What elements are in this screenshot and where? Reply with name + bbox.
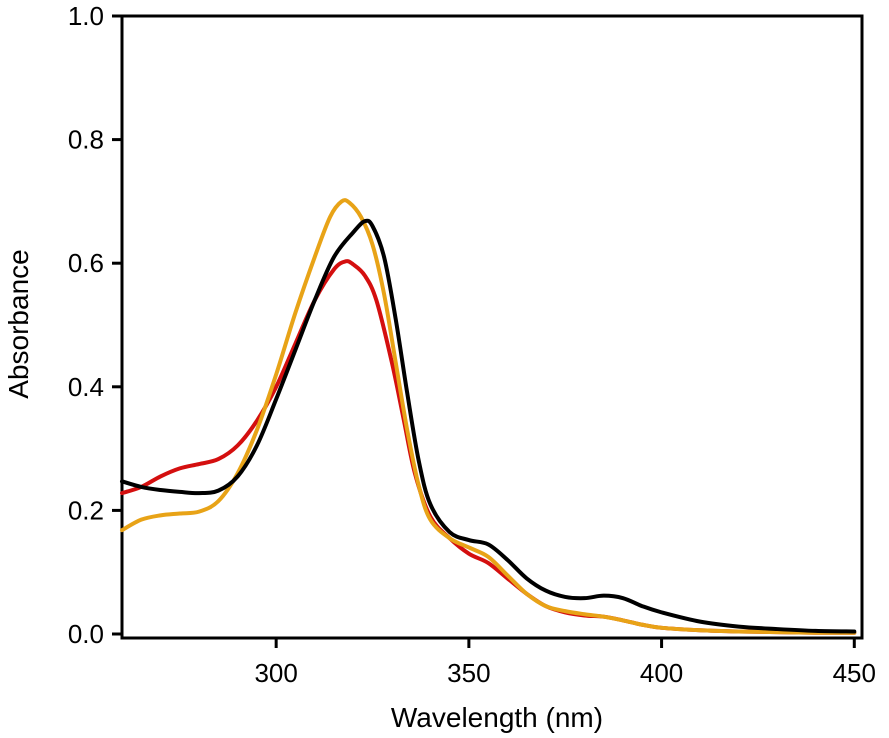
x-tick-label: 350 <box>447 658 490 688</box>
y-tick-label: 1.0 <box>68 1 104 31</box>
y-tick-label: 0.0 <box>68 619 104 649</box>
x-axis-title: Wavelength (nm) <box>391 702 603 733</box>
y-axis-title: Absorbance <box>3 249 34 398</box>
series-group <box>120 198 857 635</box>
series-line-3 <box>120 218 857 634</box>
y-tick-label: 0.2 <box>68 495 104 525</box>
tick-group: 300 350 400 450 0.0 0.2 0.4 0.6 0.8 1.0 <box>68 1 876 688</box>
plot-frame <box>120 14 864 640</box>
y-tick-label: 0.8 <box>68 125 104 155</box>
series-line-1 <box>120 259 857 635</box>
y-tick-label: 0.6 <box>68 248 104 278</box>
y-tick-label: 0.4 <box>68 372 104 402</box>
x-tick-label: 300 <box>254 658 297 688</box>
series-line-2 <box>120 198 857 635</box>
x-tick-label: 400 <box>640 658 683 688</box>
x-tick-label: 450 <box>833 658 876 688</box>
